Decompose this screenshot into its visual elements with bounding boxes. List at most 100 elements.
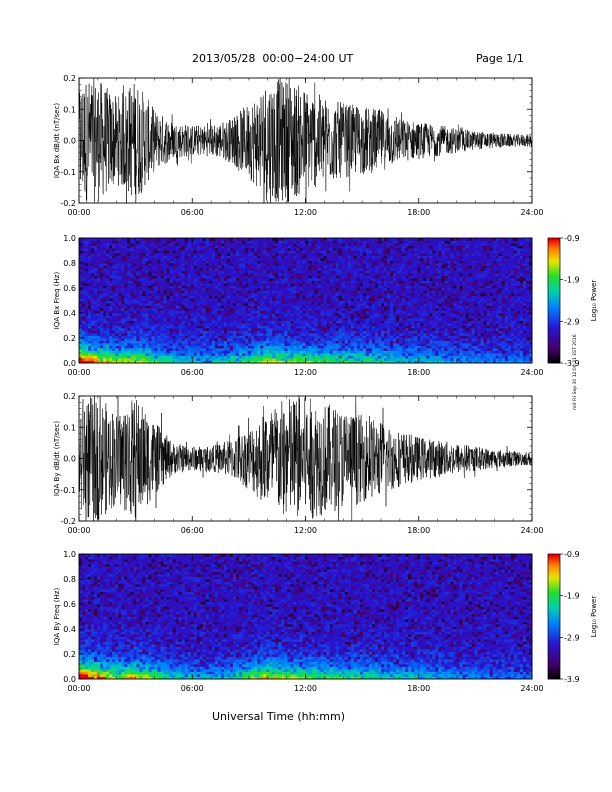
- heatmap-cell: [103, 298, 107, 301]
- heatmap-cell: [263, 293, 267, 296]
- heatmap-cell: [341, 283, 346, 286]
- heatmap-cell: [106, 278, 110, 281]
- heatmap-cell: [278, 280, 282, 284]
- heatmap-cell: [193, 310, 198, 314]
- heatmap-cell: [157, 300, 161, 304]
- heatmap-cell: [329, 263, 334, 266]
- heatmap-cell: [362, 263, 367, 266]
- heatmap-cell: [211, 303, 216, 306]
- heatmap-cell: [211, 330, 216, 334]
- heatmap-cell: [365, 358, 370, 361]
- heatmap-cell: [124, 255, 128, 259]
- heatmap-cell: [326, 355, 331, 359]
- heatmap-cell: [109, 288, 113, 291]
- heatmap-cell: [359, 255, 364, 259]
- heatmap-cell: [196, 285, 201, 289]
- heatmap-cell: [112, 303, 116, 306]
- heatmap-cell: [293, 270, 297, 274]
- heatmap-cell: [353, 328, 358, 331]
- heatmap-cell: [205, 323, 210, 326]
- heatmap-cell: [368, 265, 373, 269]
- heatmap-cell: [154, 265, 158, 269]
- heatmap-cell: [214, 283, 219, 286]
- heatmap-cell: [299, 310, 303, 314]
- heatmap-cell: [118, 248, 122, 251]
- heatmap-cell: [335, 288, 340, 291]
- heatmap-cell: [196, 323, 201, 326]
- heatmap-cell: [151, 313, 155, 316]
- heatmap-cell: [106, 275, 110, 279]
- heatmap-cell: [302, 263, 306, 266]
- heatmap-cell: [160, 248, 164, 251]
- heatmap-cell: [233, 343, 237, 346]
- heatmap-cell: [127, 283, 131, 286]
- heatmap-cell: [160, 270, 164, 274]
- heatmap-cell: [281, 273, 285, 276]
- heatmap-cell: [344, 328, 349, 331]
- heatmap-cell: [326, 335, 331, 339]
- heatmap-cell: [314, 355, 318, 359]
- heatmap-cell: [233, 295, 237, 299]
- heatmap-cell: [371, 325, 376, 329]
- heatmap-cell: [302, 348, 306, 351]
- heatmap-cell: [220, 278, 225, 281]
- heatmap-cell: [88, 335, 92, 339]
- heatmap-cell: [290, 353, 294, 356]
- heatmap-cell: [320, 285, 325, 289]
- heatmap-cell: [308, 348, 312, 351]
- heatmap-cell: [350, 315, 355, 319]
- heatmap-cell: [236, 293, 240, 296]
- heatmap-cell: [230, 265, 234, 269]
- heatmap-cell: [94, 335, 98, 339]
- heatmap-cell: [106, 335, 110, 339]
- heatmap-cell: [338, 270, 343, 274]
- heatmap-cell: [163, 283, 167, 286]
- heatmap-cell: [130, 250, 134, 254]
- heatmap-cell: [296, 258, 300, 261]
- heatmap-cell: [338, 250, 343, 254]
- heatmap-cell: [338, 318, 343, 321]
- heatmap-cell: [100, 353, 104, 356]
- heatmap-cell: [308, 248, 312, 251]
- heatmap-cell: [208, 283, 213, 286]
- heatmap-cell: [112, 268, 116, 271]
- heatmap-cell: [302, 318, 306, 321]
- heatmap-cell: [139, 313, 143, 316]
- heatmap-cell: [284, 288, 288, 291]
- heatmap-cell: [217, 263, 222, 266]
- heatmap-cell: [181, 295, 186, 299]
- heatmap-cell: [190, 308, 195, 311]
- heatmap-cell: [230, 323, 234, 326]
- heatmap-cell: [263, 283, 267, 286]
- heatmap-cell: [320, 340, 325, 344]
- heatmap-cell: [217, 270, 222, 274]
- heatmap-cell: [314, 295, 318, 299]
- heatmap-cell: [121, 248, 125, 251]
- heatmap-cell: [254, 275, 258, 279]
- heatmap-cell: [275, 348, 279, 351]
- heatmap-cell: [353, 253, 358, 256]
- heatmap-cell: [362, 293, 367, 296]
- heatmap-cell: [181, 305, 186, 309]
- heatmap-cell: [118, 300, 122, 304]
- heatmap-cell: [278, 250, 282, 254]
- heatmap-cell: [248, 315, 252, 319]
- heatmap-cell: [106, 250, 110, 254]
- heatmap-cell: [260, 323, 264, 326]
- heatmap-cell: [172, 260, 177, 264]
- heatmap-cell: [109, 278, 113, 281]
- heatmap-cell: [187, 270, 192, 274]
- heatmap-cell: [353, 360, 358, 364]
- heatmap-cell: [290, 278, 294, 281]
- heatmap-cell: [91, 315, 95, 319]
- heatmap-cell: [239, 328, 243, 331]
- heatmap-cell: [362, 338, 367, 341]
- heatmap-cell: [160, 273, 164, 276]
- heatmap-cell: [350, 265, 355, 269]
- heatmap-cell: [91, 298, 95, 301]
- heatmap-cell: [106, 303, 110, 306]
- heatmap-cell: [181, 345, 186, 349]
- heatmap-cell: [320, 253, 325, 256]
- heatmap-cell: [248, 273, 252, 276]
- heatmap-cell: [136, 293, 140, 296]
